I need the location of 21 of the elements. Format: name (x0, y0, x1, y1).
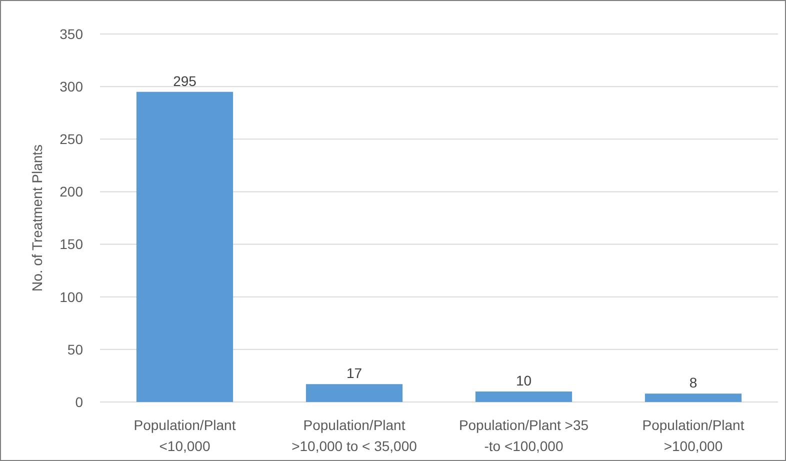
data-label: 17 (346, 365, 362, 382)
x-tick-label: Population/Plant >35 -to <100,000 (458, 417, 589, 454)
bar (475, 391, 572, 402)
x-tick-label: Population/Plant >10,000 to < 35,000 (292, 417, 418, 454)
y-tick-label: 0 (75, 394, 84, 410)
y-tick-label: 350 (60, 26, 84, 42)
bar (306, 384, 403, 402)
x-tick-label: Population/Plant >100,000 (642, 417, 744, 454)
y-tick-label: 250 (60, 131, 84, 148)
data-label: 295 (173, 72, 197, 89)
x-tick-label: Population/Plant <10,000 (134, 417, 236, 454)
y-axis-title: No. of Treatment Plants (29, 144, 45, 292)
y-tick-label: 200 (60, 184, 84, 200)
y-tick-label: 100 (60, 288, 84, 305)
data-label: 10 (516, 372, 532, 388)
bar (644, 394, 742, 402)
y-tick-label: 150 (60, 236, 84, 252)
y-tick-label: 300 (60, 78, 84, 94)
bar (136, 92, 234, 402)
data-label: 8 (689, 374, 698, 391)
y-tick-label: 50 (67, 341, 84, 358)
